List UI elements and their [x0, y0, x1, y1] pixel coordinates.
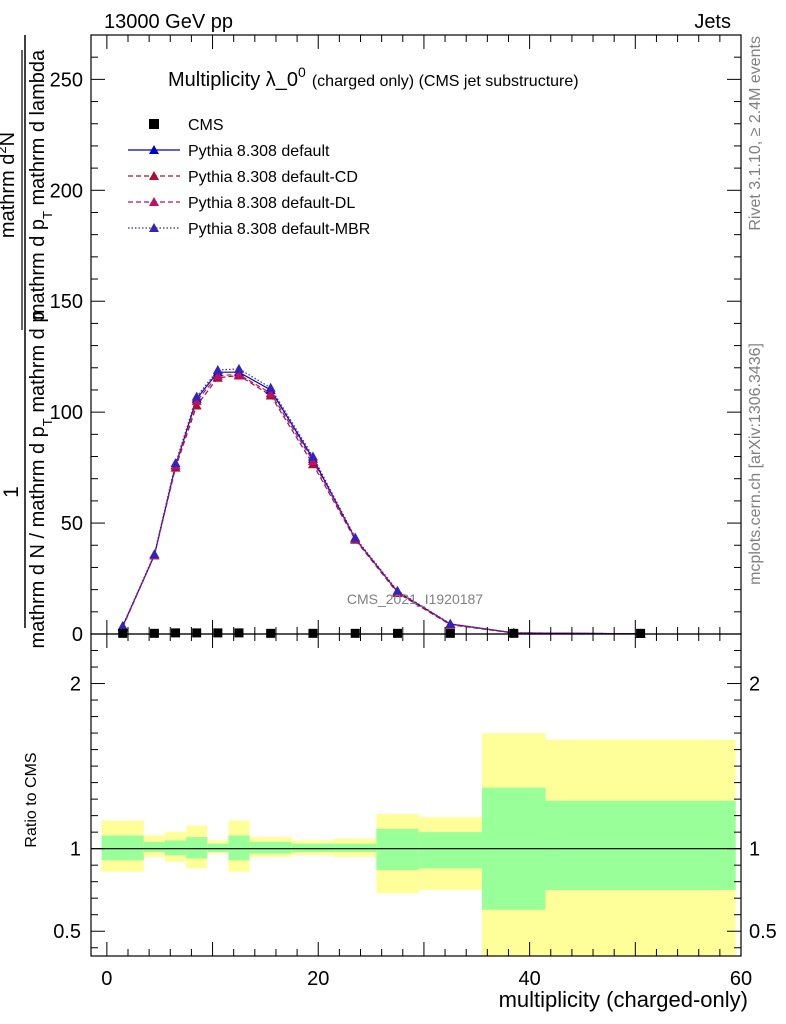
- ratio-ytick-label-right: 2: [749, 674, 760, 696]
- cms-point: [234, 628, 244, 638]
- ratio-ytick-label-right: 1: [749, 839, 760, 861]
- ratio-band-green: [334, 843, 377, 852]
- main-ytick-label: 50: [61, 513, 83, 535]
- main-ylabel: 1 mathrm d2N mathrm d pT mathrm d lambda…: [0, 35, 55, 648]
- ratio-band-green: [101, 835, 144, 861]
- series-3-marker: [307, 451, 318, 461]
- cms-point: [636, 628, 646, 638]
- ratio-band-green: [291, 843, 335, 852]
- rivet-info: Rivet 3.1.10, ≥ 2.4M events: [747, 36, 764, 231]
- legend-marker-1: [149, 171, 159, 180]
- main-plot-area: [91, 35, 741, 634]
- ratio-axes: 0.5 0.51 12 20 20 40 60: [53, 633, 777, 990]
- xaxis-label: multiplicity (charged-only): [499, 987, 748, 1012]
- xtick-label: 60: [730, 968, 752, 990]
- mcplots-credit: mcplots.cern.ch [arXiv:1306.3436]: [747, 343, 764, 585]
- ratio-frame: [90, 633, 742, 957]
- legend-marker-3: [149, 223, 159, 232]
- ylabel-top-denominator: mathrm d pT mathrm d lambda: [27, 49, 55, 320]
- main-series-markers: [117, 363, 646, 638]
- series-3-marker: [392, 585, 403, 595]
- ratio-uncertainty-bands: [101, 733, 736, 956]
- main-ytick-label: 150: [50, 291, 83, 313]
- cms-point: [308, 628, 318, 638]
- series-2-marker: [212, 370, 223, 380]
- cms-point: [171, 628, 181, 638]
- ratio-band-green: [164, 840, 187, 856]
- ratio-ytick-label-left: 1: [70, 839, 81, 861]
- ratio-ylabel: Ratio to CMS: [23, 752, 40, 847]
- cms-point: [213, 628, 223, 638]
- legend-marker-2: [149, 197, 159, 206]
- ratio-ytick-label-right: 0.5: [749, 921, 777, 943]
- main-ytick-label: 250: [50, 69, 83, 91]
- series-3-marker: [117, 621, 128, 631]
- header-right: Jets: [694, 11, 731, 33]
- ylabel-bottom: mathrm d N / mathrm d pT mathrm d p: [27, 312, 55, 649]
- legend-label-0: Pythia 8.308 default: [188, 143, 330, 160]
- ratio-band-green: [249, 842, 292, 854]
- main-ytick-label: 0: [72, 624, 83, 646]
- xtick-label: 20: [307, 968, 329, 990]
- cms-point: [266, 628, 276, 638]
- legend-cms-marker: [149, 119, 159, 129]
- series-3-marker: [265, 382, 276, 392]
- ratio-band-green: [143, 842, 165, 852]
- xtick-label: 0: [101, 968, 112, 990]
- ratio-band-green: [207, 843, 229, 852]
- legend-cms-label: CMS: [188, 117, 224, 134]
- series-3-marker: [149, 549, 160, 559]
- main-ytick-label: 200: [50, 180, 83, 202]
- ratio-band-green: [376, 828, 419, 871]
- series-3-marker: [233, 363, 244, 373]
- cms-point: [393, 628, 403, 638]
- legend-label-1: Pythia 8.308 default-CD: [188, 169, 358, 186]
- ratio-ytick-label-left: 0.5: [53, 921, 81, 943]
- series-2-marker: [233, 369, 244, 379]
- cms-point: [192, 628, 202, 638]
- chart-title: Multiplicity λ_00(charged only) (CMS jet…: [168, 64, 579, 91]
- xtick-label: 40: [518, 968, 540, 990]
- legend-marker-0: [149, 145, 159, 154]
- series-3-marker: [350, 532, 361, 542]
- ratio-band-green: [418, 832, 483, 869]
- watermark: CMS_2021_I1920187: [347, 591, 483, 607]
- series-3-marker: [191, 391, 202, 401]
- ylabel-one: 1: [0, 486, 23, 498]
- legend-label-2: Pythia 8.308 default-DL: [188, 195, 355, 212]
- series-3-marker: [212, 364, 223, 374]
- ratio-ytick-label-left: 2: [70, 674, 81, 696]
- series-3-marker: [170, 458, 181, 468]
- series-3-marker: [445, 618, 456, 628]
- series-2-marker: [265, 388, 276, 398]
- ratio-band-green: [545, 800, 736, 890]
- cms-point: [118, 628, 128, 638]
- ylabel-top-numerator: mathrm d2N: [0, 132, 19, 238]
- cms-point: [350, 628, 360, 638]
- cms-point: [509, 628, 519, 638]
- main-panel: [91, 35, 741, 634]
- ratio-band-green: [228, 835, 250, 861]
- legend: CMS Pythia 8.308 default Pythia 8.308 defa…: [128, 117, 370, 238]
- cms-point: [445, 628, 455, 638]
- cms-data-points: [118, 628, 646, 638]
- header-left: 13000 GeV pp: [104, 11, 233, 33]
- main-ytick-label: 100: [50, 402, 83, 424]
- ratio-band-green: [186, 837, 208, 859]
- legend-label-3: Pythia 8.308 default-MBR: [188, 221, 370, 238]
- cms-point: [149, 628, 159, 638]
